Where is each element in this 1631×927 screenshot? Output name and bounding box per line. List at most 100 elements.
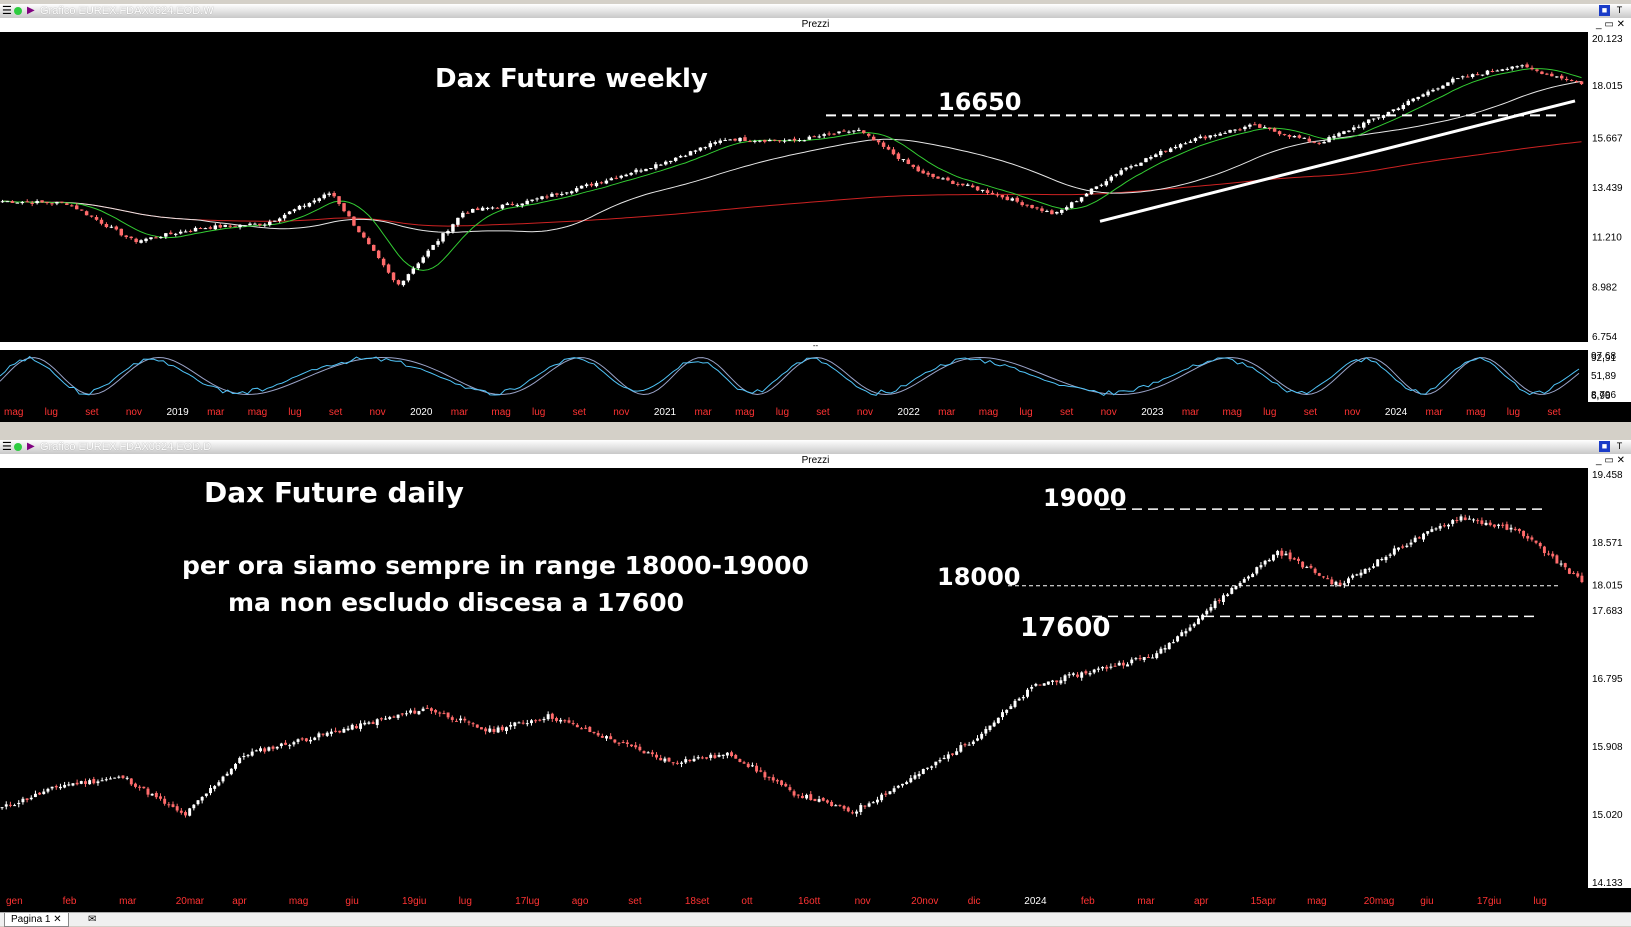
candle-body [1396, 108, 1401, 110]
candle-body [1042, 683, 1046, 686]
candle-body [33, 793, 37, 798]
candle-body [1476, 520, 1480, 522]
candle-body [825, 800, 829, 803]
x-tick-label: set [329, 407, 343, 418]
candle-body [1113, 665, 1117, 667]
candle-body [1490, 71, 1495, 73]
candle-body [1301, 561, 1305, 568]
candle-body [1221, 595, 1225, 603]
candle-body [930, 766, 934, 768]
candle-body [163, 798, 167, 804]
candle-body [742, 762, 746, 764]
candle-body [787, 139, 792, 141]
candle-body [565, 192, 569, 194]
candle-body [675, 762, 679, 764]
candle-body [772, 139, 777, 141]
candle-body [802, 140, 807, 142]
candle-body [1284, 553, 1288, 556]
minimize-icon[interactable]: ■ [1599, 5, 1610, 16]
candle-body [1173, 146, 1178, 149]
candle-body [1180, 632, 1184, 637]
x-tick-label: nov [126, 407, 142, 418]
text-icon[interactable]: T [1616, 441, 1623, 451]
candle-body [680, 762, 683, 764]
candle-body [550, 193, 554, 197]
candle-body [1392, 548, 1396, 555]
arrow-icon[interactable]: ▶ [27, 5, 35, 16]
weekly-titlebar[interactable]: ☰ ▶ Grafico EUREX.FDAX0624.EOD.W ■ T [0, 4, 1631, 18]
candle-body [1134, 658, 1138, 660]
pane-controls[interactable]: _ ▭ ✕ [1596, 455, 1625, 466]
green-dot-icon[interactable] [14, 7, 22, 15]
candle-body [1567, 568, 1571, 574]
candle-body [1242, 579, 1246, 583]
candle-body [1205, 610, 1209, 615]
candle-body [75, 782, 79, 785]
candle-body [421, 708, 425, 711]
candle-body [634, 169, 638, 173]
candle-body [309, 739, 313, 742]
candle-body [1034, 683, 1038, 686]
candle-body [1463, 517, 1467, 521]
candle-body [1201, 614, 1205, 620]
candle-body [45, 202, 49, 204]
new-page-icon[interactable]: ✉ [88, 914, 97, 925]
text-icon[interactable]: T [1616, 5, 1623, 15]
candle-body [1564, 78, 1569, 80]
candle-body [1163, 150, 1168, 152]
green-dot-icon[interactable] [14, 443, 22, 451]
candle-body [1540, 71, 1544, 74]
candle-body [1535, 69, 1539, 71]
candle-body [271, 746, 275, 749]
candle-body [21, 798, 25, 803]
candle-body [667, 757, 671, 762]
candle-body [438, 712, 442, 714]
candle-body [94, 217, 99, 220]
candle-body [509, 724, 513, 727]
candle-body [79, 209, 84, 211]
daily-level-19000: 19000 [1043, 484, 1127, 512]
x-tick-label: feb [1081, 896, 1095, 907]
x-tick-label: lug [288, 407, 301, 418]
candle-body [117, 776, 121, 778]
candle-body [277, 218, 282, 221]
x-tick-label: 17lug [515, 896, 539, 907]
candle-body [1059, 680, 1063, 684]
candle-body [40, 200, 44, 203]
candle-body [750, 765, 754, 767]
candle-body [1434, 528, 1438, 530]
candle-body [782, 140, 787, 142]
pane-controls[interactable]: _ ▭ ✕ [1596, 19, 1625, 30]
candle-body [292, 209, 297, 212]
menu-icon[interactable]: ☰ [2, 5, 12, 17]
candle-body [693, 150, 698, 152]
candle-body [1282, 134, 1287, 136]
candle-body [753, 140, 757, 142]
candle-body [1430, 529, 1434, 532]
candle-body [204, 793, 208, 796]
candle-body [363, 722, 367, 725]
candle-body [234, 763, 237, 769]
candle-body [1026, 689, 1029, 697]
candle-body [1084, 193, 1089, 197]
candle-body [1139, 162, 1143, 166]
candle-body [941, 178, 945, 180]
candle-body [1391, 109, 1396, 112]
candle-body [619, 175, 623, 178]
candle-body [400, 713, 404, 715]
candle-body [1401, 546, 1405, 548]
arrow-icon[interactable]: ▶ [27, 441, 35, 452]
y-tick-label: 8.982 [1592, 282, 1617, 293]
candle-body [723, 140, 727, 142]
menu-icon[interactable]: ☰ [2, 441, 12, 453]
candle-body [1154, 154, 1158, 158]
candle-body [1255, 567, 1259, 574]
candle-body [1446, 82, 1450, 86]
minimize-icon[interactable]: ■ [1599, 441, 1610, 452]
candle-body [638, 746, 642, 751]
daily-titlebar[interactable]: ☰ ▶ Grafico EUREX.FDAX0624.EOD.D ■ T [0, 440, 1631, 454]
candle-body [1297, 135, 1302, 138]
candle-body [1000, 195, 1005, 198]
candle-body [1371, 118, 1376, 120]
candle-body [1188, 627, 1192, 631]
